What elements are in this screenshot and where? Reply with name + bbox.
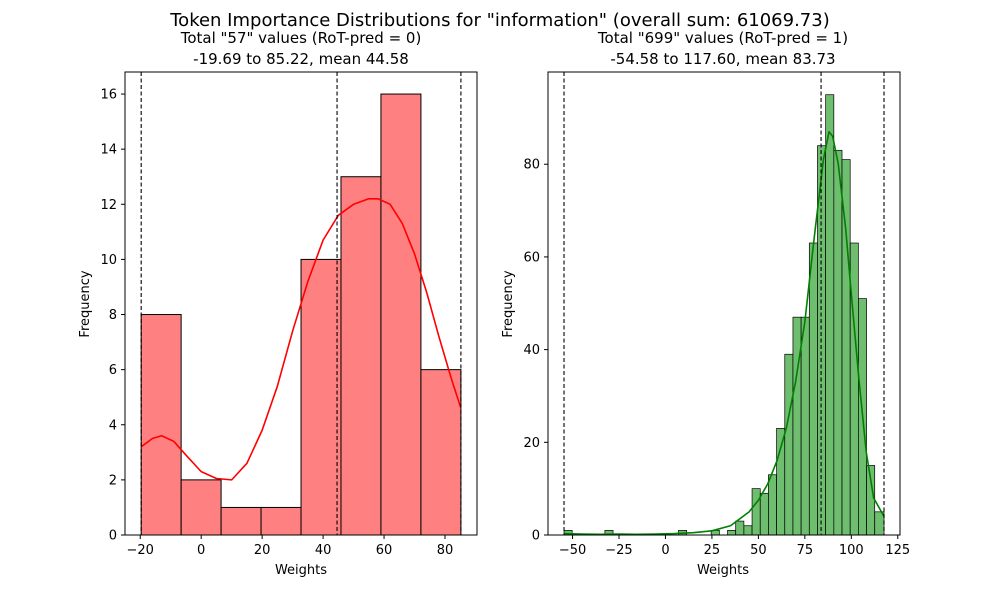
- right-plot-area: −50 −25 0 25 50 75 100 125 0 20 40 60 80: [523, 71, 910, 558]
- left-y-tick-label: 8: [109, 308, 117, 323]
- right-histogram-bar: [808, 242, 818, 536]
- right-x-tick-label: −25: [605, 543, 632, 558]
- right-x-tick-label: 75: [797, 543, 814, 558]
- left-histogram-bar: [300, 258, 342, 536]
- right-y-tick-label: 40: [523, 343, 540, 358]
- left-y-tick-label: 2: [109, 473, 117, 488]
- right-title-line2: -54.58 to 117.60, mean 83.73: [610, 50, 835, 68]
- right-histogram-bar: [727, 530, 737, 536]
- left-histogram-bar: [260, 506, 302, 536]
- left-x-tick-label: 40: [315, 543, 332, 558]
- left-histogram-bar: [340, 176, 382, 536]
- figure-suptitle: Token Importance Distributions for "info…: [169, 10, 830, 31]
- right-x-tick-label: 0: [661, 543, 669, 558]
- left-histogram-panel: Total "57" values (RoT-pred = 0) -19.69 …: [78, 29, 478, 578]
- left-axes-frame: [124, 71, 478, 536]
- left-y-tick-label: 12: [100, 198, 117, 213]
- left-histogram-bar: [180, 479, 222, 536]
- right-y-axis-label: Frequency: [501, 270, 516, 337]
- left-y-tick-label: 14: [100, 143, 117, 158]
- right-histogram-bar: [751, 488, 761, 536]
- left-x-tick-label: 60: [376, 543, 393, 558]
- right-x-tick-label: 125: [885, 543, 910, 558]
- right-histogram-bar: [776, 428, 786, 536]
- right-histogram-bar: [841, 159, 851, 536]
- left-histogram-bar: [220, 506, 262, 536]
- right-histogram-panel: Total "699" values (RoT-pred = 1) -54.58…: [501, 29, 910, 578]
- right-histogram-bar: [759, 492, 769, 536]
- right-title-line1: Total "699" values (RoT-pred = 1): [597, 29, 848, 47]
- right-x-tick-label: 100: [839, 543, 864, 558]
- left-y-tick-label: 4: [109, 418, 117, 433]
- right-histogram-bar: [825, 94, 835, 536]
- right-axes-frame: [547, 71, 901, 536]
- left-histogram-bar: [140, 314, 182, 536]
- right-x-tick-label: −50: [559, 543, 586, 558]
- right-histogram-bar: [743, 525, 753, 536]
- left-x-axis-label: Weights: [275, 563, 327, 578]
- left-x-tick-label: 80: [437, 543, 454, 558]
- left-title-line1: Total "57" values (RoT-pred = 0): [180, 29, 422, 47]
- right-histogram-bar: [800, 316, 810, 536]
- right-y-tick-label: 80: [523, 158, 540, 173]
- left-x-tick-label: 0: [197, 543, 205, 558]
- left-x-tick-label: −20: [127, 543, 154, 558]
- right-x-axis-label: Weights: [697, 563, 749, 578]
- right-histogram-bar: [768, 474, 777, 536]
- right-y-tick-label: 20: [523, 436, 540, 451]
- right-x-tick-label: 25: [704, 543, 721, 558]
- right-y-tick-label: 0: [532, 529, 540, 544]
- right-kde-curve: [563, 130, 885, 536]
- left-histogram-bar: [380, 93, 422, 536]
- right-histogram-bar: [735, 520, 745, 536]
- left-x-tick-label: 20: [254, 543, 271, 558]
- left-y-tick-label: 10: [100, 253, 117, 268]
- left-plot-area: −20 0 20 40 60 80 0 2 4 6 8 10 12 14 16: [100, 71, 478, 558]
- right-histogram-bar: [784, 353, 794, 536]
- left-y-tick-label: 6: [109, 363, 117, 378]
- left-title-line2: -19.69 to 85.22, mean 44.58: [193, 50, 409, 68]
- left-y-tick-label: 0: [109, 529, 117, 544]
- left-y-axis-label: Frequency: [78, 270, 93, 337]
- right-x-tick-label: 50: [750, 543, 767, 558]
- right-y-tick-label: 60: [523, 250, 540, 265]
- left-y-tick-label: 16: [100, 88, 117, 103]
- left-histogram-bar: [420, 369, 462, 536]
- left-kde-curve: [140, 197, 462, 481]
- right-histogram-bar: [833, 149, 843, 536]
